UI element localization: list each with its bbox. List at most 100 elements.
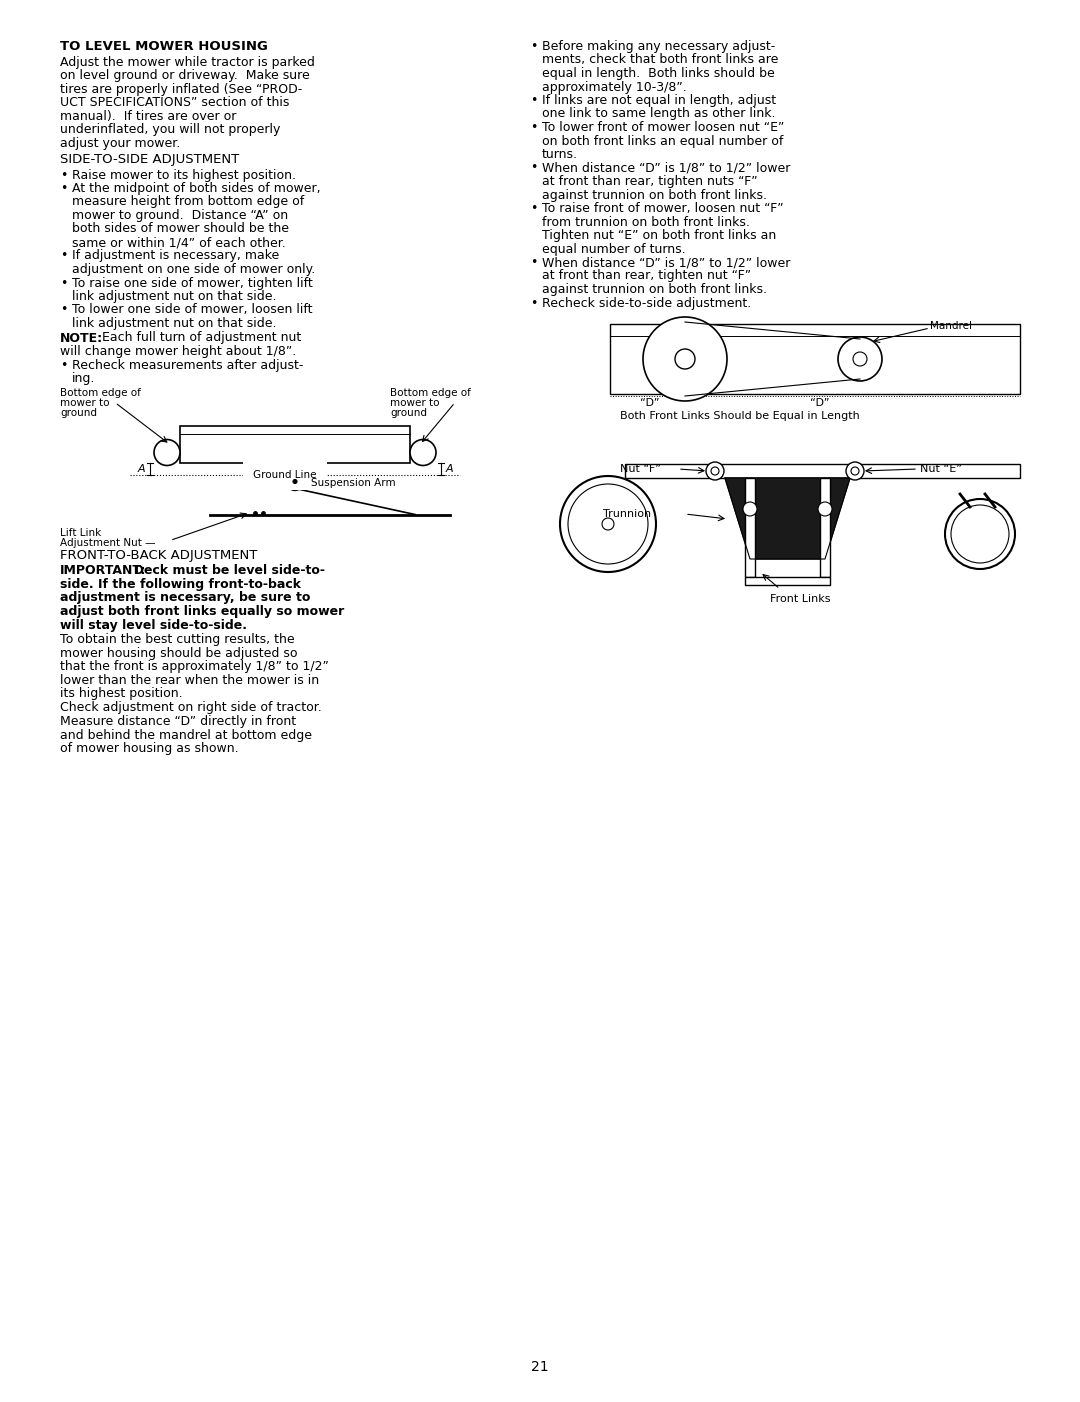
Text: Suspension Arm: Suspension Arm [311, 478, 395, 488]
Text: Deck must be level side-to-: Deck must be level side-to- [125, 565, 325, 578]
Text: Raise mower to its highest position.: Raise mower to its highest position. [72, 168, 296, 181]
Text: •: • [60, 359, 67, 372]
Text: •: • [530, 121, 538, 135]
Circle shape [818, 502, 832, 516]
Bar [745, 578, 831, 585]
Text: mower to ground.  Distance “A” on: mower to ground. Distance “A” on [72, 209, 288, 222]
Text: adjust your mower.: adjust your mower. [60, 137, 180, 150]
Text: IMPORTANT:: IMPORTANT: [60, 565, 147, 578]
Circle shape [838, 336, 882, 381]
Text: Trunnion: Trunnion [603, 509, 651, 519]
Text: 21: 21 [531, 1360, 549, 1374]
Text: Each full turn of adjustment nut: Each full turn of adjustment nut [102, 331, 301, 345]
Circle shape [568, 484, 648, 564]
Text: will stay level side-to-side.: will stay level side-to-side. [60, 618, 247, 631]
Text: Both Front Links Should be Equal in Length: Both Front Links Should be Equal in Leng… [620, 411, 860, 421]
Text: •: • [60, 250, 67, 262]
Text: on level ground or driveway.  Make sure: on level ground or driveway. Make sure [60, 70, 310, 83]
Text: Tighten nut “E” on both front links an: Tighten nut “E” on both front links an [542, 229, 777, 243]
Text: •: • [530, 296, 538, 310]
Text: FRONT-TO-BACK ADJUSTMENT: FRONT-TO-BACK ADJUSTMENT [60, 550, 257, 562]
Text: SIDE-TO-SIDE ADJUSTMENT: SIDE-TO-SIDE ADJUSTMENT [60, 153, 240, 167]
Text: •: • [60, 276, 67, 289]
Circle shape [846, 463, 864, 479]
Text: from trunnion on both front links.: from trunnion on both front links. [542, 216, 750, 229]
Bar [625, 464, 1020, 478]
Text: To raise front of mower, loosen nut “F”: To raise front of mower, loosen nut “F” [542, 202, 784, 215]
Polygon shape [725, 478, 850, 559]
Bar [180, 425, 410, 463]
Text: equal in length.  Both links should be: equal in length. Both links should be [542, 67, 774, 80]
Text: mower housing should be adjusted so: mower housing should be adjusted so [60, 646, 297, 659]
Circle shape [602, 517, 615, 530]
Text: ground: ground [60, 408, 97, 418]
Text: Bottom edge of: Bottom edge of [390, 387, 471, 398]
Text: one link to same length as other link.: one link to same length as other link. [542, 108, 775, 121]
Text: of mower housing as shown.: of mower housing as shown. [60, 742, 239, 756]
Text: •: • [530, 161, 538, 174]
Text: ing.: ing. [72, 372, 95, 386]
Circle shape [706, 463, 724, 479]
Text: •: • [530, 257, 538, 269]
Text: •: • [60, 303, 67, 317]
Text: side. If the following front-to-back: side. If the following front-to-back [60, 578, 301, 592]
Text: same or within 1/4” of each other.: same or within 1/4” of each other. [72, 236, 286, 250]
Text: lower than the rear when the mower is in: lower than the rear when the mower is in [60, 673, 319, 687]
Text: At the midpoint of both sides of mower,: At the midpoint of both sides of mower, [72, 182, 321, 195]
Bar [610, 324, 1020, 394]
Text: Recheck measurements after adjust-: Recheck measurements after adjust- [72, 359, 303, 372]
Circle shape [951, 505, 1009, 564]
Text: Ground Line: Ground Line [253, 470, 316, 479]
Text: link adjustment nut on that side.: link adjustment nut on that side. [72, 290, 276, 303]
Text: •: • [60, 182, 67, 195]
Text: To lower one side of mower, loosen lift: To lower one side of mower, loosen lift [72, 303, 312, 317]
Text: TO LEVEL MOWER HOUSING: TO LEVEL MOWER HOUSING [60, 41, 268, 53]
Text: Before making any necessary adjust-: Before making any necessary adjust- [542, 41, 775, 53]
Text: at front than rear, tighten nuts “F”: at front than rear, tighten nuts “F” [542, 175, 758, 188]
Circle shape [851, 467, 859, 475]
Circle shape [853, 352, 867, 366]
Text: When distance “D” is 1/8” to 1/2” lower: When distance “D” is 1/8” to 1/2” lower [542, 257, 791, 269]
Text: will change mower height about 1/8”.: will change mower height about 1/8”. [60, 345, 296, 358]
Text: and behind the mandrel at bottom edge: and behind the mandrel at bottom edge [60, 729, 312, 742]
Text: equal number of turns.: equal number of turns. [542, 243, 686, 255]
Text: against trunnion on both front links.: against trunnion on both front links. [542, 283, 767, 296]
Text: ground: ground [390, 408, 427, 418]
Text: “D”: “D” [810, 398, 829, 408]
Text: mower to: mower to [390, 398, 440, 408]
Circle shape [561, 477, 656, 572]
Text: Adjustment Nut —: Adjustment Nut — [60, 537, 156, 548]
Text: A: A [137, 464, 145, 474]
Text: UCT SPECIFICATIONS” section of this: UCT SPECIFICATIONS” section of this [60, 97, 289, 109]
Text: adjustment is necessary, be sure to: adjustment is necessary, be sure to [60, 592, 310, 604]
Text: approximately 10-3/8”.: approximately 10-3/8”. [542, 80, 687, 94]
Text: To obtain the best cutting results, the: To obtain the best cutting results, the [60, 632, 295, 646]
Text: adjustment on one side of mower only.: adjustment on one side of mower only. [72, 264, 315, 276]
Circle shape [743, 502, 757, 516]
Bar [820, 478, 831, 578]
Text: Check adjustment on right side of tractor.: Check adjustment on right side of tracto… [60, 701, 322, 715]
Text: underinflated, you will not properly: underinflated, you will not properly [60, 123, 281, 136]
Text: mower to: mower to [60, 398, 109, 408]
Text: To raise one side of mower, tighten lift: To raise one side of mower, tighten lift [72, 276, 313, 289]
Text: A: A [446, 464, 454, 474]
Text: against trunnion on both front links.: against trunnion on both front links. [542, 188, 767, 202]
Circle shape [675, 349, 696, 369]
Circle shape [154, 439, 180, 465]
Text: To lower front of mower loosen nut “E”: To lower front of mower loosen nut “E” [542, 121, 784, 135]
Text: ments, check that both front links are: ments, check that both front links are [542, 53, 779, 66]
Text: If adjustment is necessary, make: If adjustment is necessary, make [72, 250, 280, 262]
Circle shape [293, 479, 297, 484]
Text: at front than rear, tighten nut “F”: at front than rear, tighten nut “F” [542, 269, 751, 282]
Text: •: • [530, 41, 538, 53]
Text: both sides of mower should be the: both sides of mower should be the [72, 223, 289, 236]
Text: its highest position.: its highest position. [60, 687, 183, 700]
Text: Bottom edge of: Bottom edge of [60, 387, 140, 398]
Text: •: • [530, 202, 538, 215]
Text: that the front is approximately 1/8” to 1/2”: that the front is approximately 1/8” to … [60, 660, 329, 673]
Text: turns.: turns. [542, 149, 578, 161]
Circle shape [945, 499, 1015, 569]
Circle shape [410, 439, 436, 465]
Bar [745, 478, 755, 578]
Text: Adjust the mower while tractor is parked: Adjust the mower while tractor is parked [60, 56, 315, 69]
